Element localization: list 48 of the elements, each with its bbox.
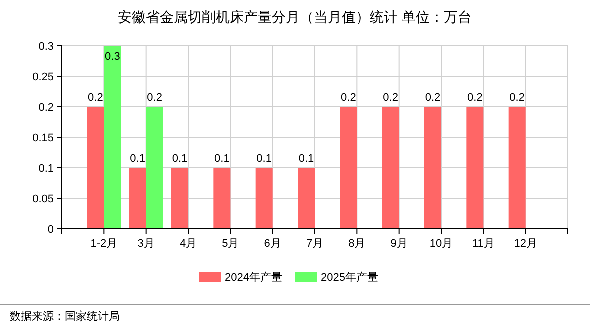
x-tick-label: 6月 — [264, 238, 282, 250]
x-tick-label: 11月 — [472, 238, 495, 250]
data-label: 0.2 — [88, 92, 104, 104]
x-tick-label: 5月 — [222, 238, 240, 250]
x-tick-label: 8月 — [348, 238, 366, 250]
source-note: 数据来源：国家统计局 — [10, 310, 120, 323]
data-label: 0.2 — [510, 92, 525, 104]
bar — [129, 168, 146, 229]
data-label: 0.3 — [105, 51, 120, 63]
bar — [256, 168, 273, 229]
x-tick-label: 10月 — [430, 238, 454, 250]
bar — [340, 107, 358, 229]
bar — [508, 107, 526, 229]
chart-title: 安徽省金属切削机床产量分月（当月值）统计 单位：万台 — [118, 9, 472, 25]
bar — [146, 107, 164, 229]
x-tick-label: 3月 — [138, 238, 155, 250]
y-tick-label: 0.2 — [38, 102, 54, 114]
bar — [424, 107, 442, 229]
x-tick-label: 7月 — [306, 238, 324, 250]
data-label: 0.1 — [130, 153, 146, 165]
bar — [87, 107, 104, 229]
bar — [104, 46, 122, 229]
data-label: 0.2 — [147, 92, 162, 104]
data-label: 0.1 — [256, 153, 272, 165]
data-label: 0.1 — [172, 153, 188, 165]
y-tick-label: 0.1 — [38, 163, 54, 175]
y-tick-label: 0.05 — [32, 194, 54, 206]
data-label: 0.2 — [341, 92, 356, 104]
legend-label: 2024年产量 — [225, 271, 282, 284]
data-label: 0.2 — [383, 92, 398, 104]
data-label: 0.1 — [298, 153, 314, 165]
x-tick-label: 9月 — [390, 238, 408, 250]
data-label: 0.2 — [468, 92, 483, 104]
legend-label: 2025年产量 — [321, 271, 378, 284]
x-tick-label: 1-2月 — [90, 238, 118, 250]
y-tick-label: 0.3 — [38, 41, 54, 53]
bar — [214, 168, 231, 229]
data-label: 0.2 — [425, 92, 441, 104]
y-tick-label: 0 — [48, 224, 54, 236]
bar — [382, 107, 400, 229]
bar — [466, 107, 484, 229]
bar — [298, 168, 315, 229]
data-label: 0.1 — [214, 153, 230, 165]
x-tick-label: 4月 — [180, 238, 198, 250]
y-tick-label: 0.25 — [32, 72, 54, 84]
y-tick-label: 0.15 — [32, 132, 54, 144]
bar — [172, 168, 188, 229]
x-tick-label: 12月 — [514, 238, 538, 250]
